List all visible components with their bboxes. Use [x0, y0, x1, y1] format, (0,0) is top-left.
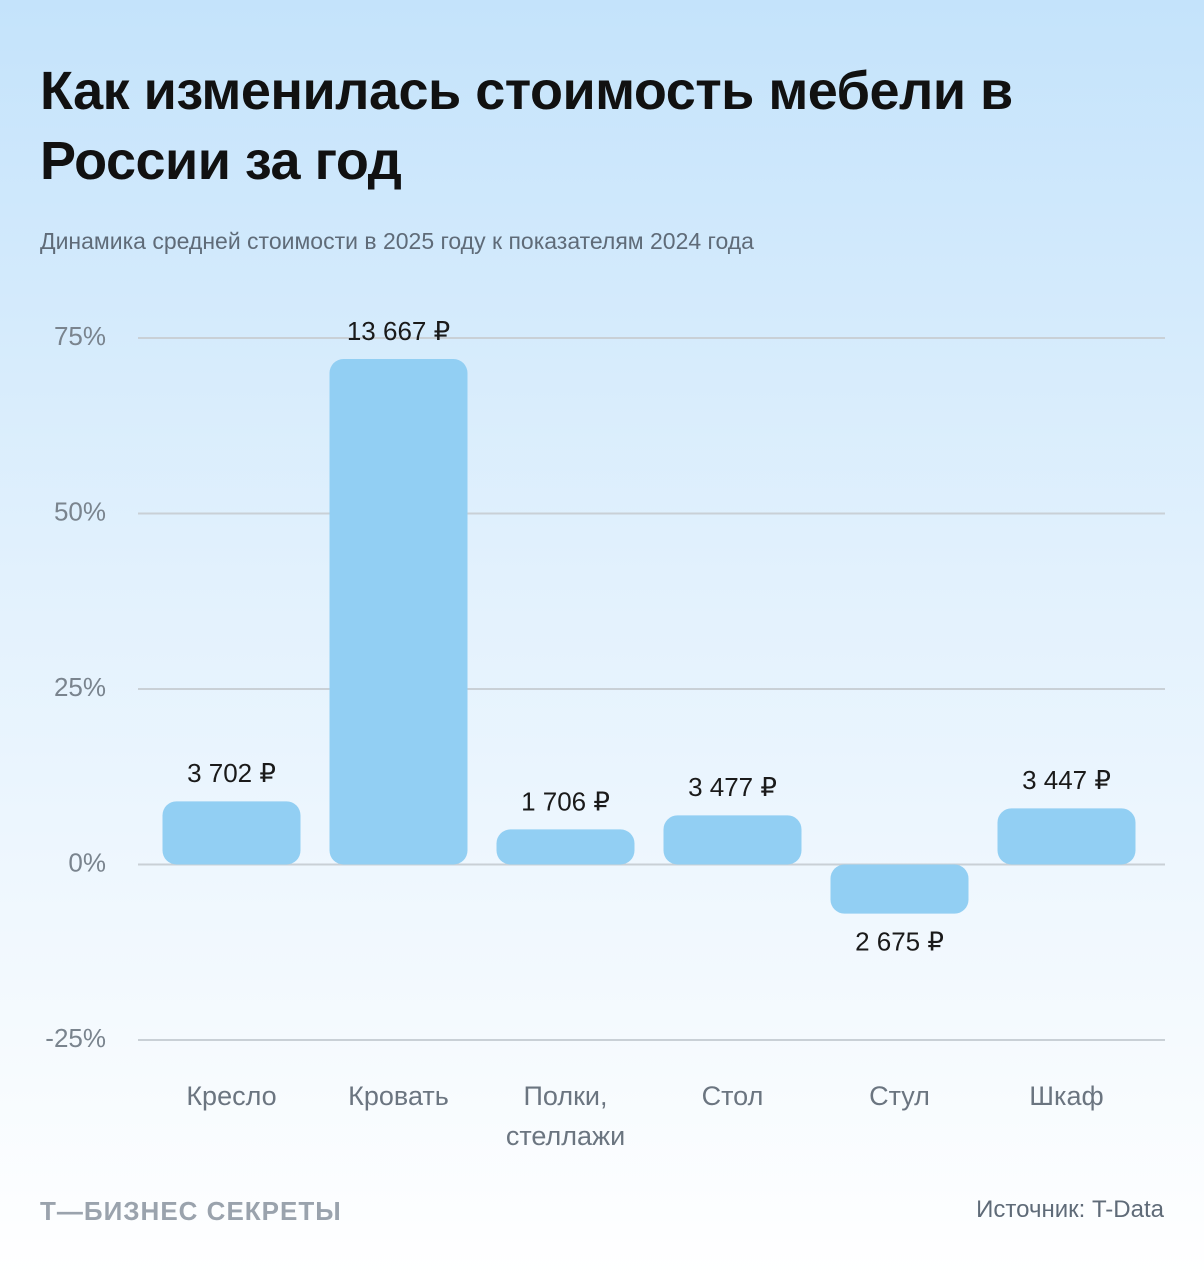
x-tick-label: Стул	[869, 1081, 930, 1111]
bar-label: 1 706 ₽	[521, 786, 610, 816]
y-tick-label: 0%	[68, 847, 106, 877]
bar-label: 2 675 ₽	[855, 927, 944, 957]
y-tick-label: -25%	[45, 1023, 106, 1053]
x-tick-label: Кресло	[186, 1081, 277, 1111]
y-tick-label: 75%	[54, 321, 106, 351]
x-tick-label: Полки, стеллажи	[505, 1081, 626, 1151]
x-tick-label: Стол	[701, 1081, 764, 1111]
bar	[162, 801, 301, 865]
chart-subtitle: Динамика средней стоимости в 2025 году к…	[40, 228, 754, 254]
y-tick-label: 50%	[54, 496, 106, 526]
bar	[830, 864, 969, 914]
bar-label: 3 702 ₽	[187, 758, 276, 788]
y-tick-label: 25%	[54, 672, 106, 702]
source-note: Источник: T-Data	[976, 1196, 1164, 1223]
bar	[329, 359, 468, 865]
brand-logo: Т—БИЗНЕС СЕКРЕТЫ	[40, 1196, 342, 1226]
bar-label: 3 447 ₽	[1022, 765, 1111, 795]
bar-label: 13 667 ₽	[347, 316, 450, 346]
x-tick-label: Кровать	[348, 1081, 449, 1111]
bar	[663, 815, 802, 865]
bar	[496, 829, 635, 865]
bar	[997, 808, 1136, 865]
x-tick-label: Шкаф	[1029, 1081, 1104, 1111]
chart-title: Как изменилась стоимость мебели в России…	[40, 61, 1013, 191]
bar-label: 3 477 ₽	[688, 772, 777, 802]
